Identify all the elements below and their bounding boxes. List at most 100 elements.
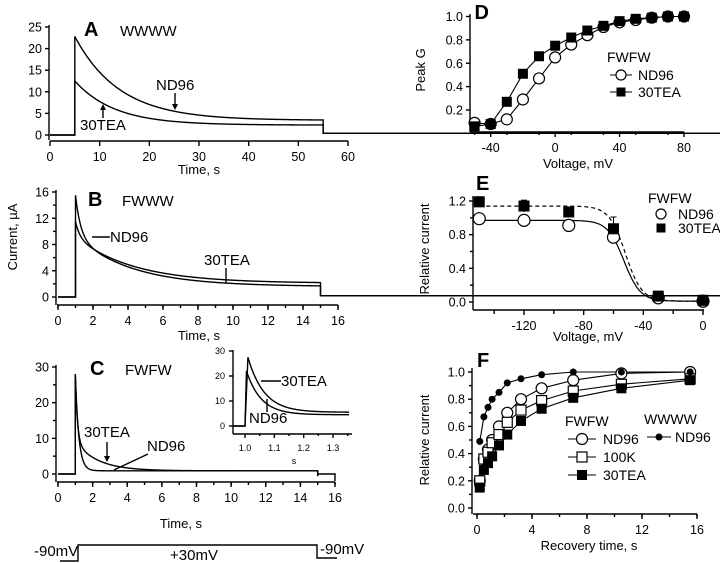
y-tick-label: 25: [28, 21, 42, 35]
marker-filled-circle: [495, 388, 503, 396]
panel-label-f: F: [477, 350, 489, 372]
marker-filled-circle: [476, 437, 484, 445]
x-axis-label-d: Voltage, mV: [543, 156, 613, 171]
x-tick-label: 12: [635, 523, 649, 537]
y-tick-label: 8: [42, 238, 49, 252]
x-tick-label: 2: [89, 491, 96, 505]
x-axis-label-a: Time, s: [178, 162, 221, 177]
x-tick-label: 40: [242, 150, 256, 164]
marker-filled-square: [577, 470, 587, 480]
marker-filled-square: [536, 403, 547, 414]
panel-B: 0 4 8 12 16 0 2 4 6 8 10 12 14 16 B FWWW Time, s Current,…: [5, 186, 720, 343]
y-tick-label: 0.6: [448, 420, 465, 434]
trace-nd96: [58, 195, 720, 298]
marker-filled-square: [662, 11, 673, 22]
inset-y-tick-label: 0: [220, 421, 225, 431]
x-tick-label: 0: [55, 314, 62, 328]
marker-filled-circle: [686, 368, 694, 376]
marker-open-circle: [501, 406, 514, 419]
legend-title-e: FWFW: [648, 190, 692, 206]
marker-filled-circle: [538, 371, 546, 379]
y-tick-label: 10: [28, 85, 42, 99]
y-tick-label: 16: [35, 186, 49, 200]
x-tick-label: 12: [259, 491, 273, 505]
marker-filled-square: [616, 87, 626, 97]
marker-filled-square: [697, 294, 709, 306]
marker-filled-square: [679, 11, 689, 22]
panel-E: 0.0 0.4 0.8 1.2 -120 -80 -40 0 E Voltage, mV Relat…: [417, 173, 720, 344]
inset-annotation-nd96: ND96: [249, 410, 287, 427]
panel-label-c: C: [90, 358, 104, 380]
x-tick-label: 14: [296, 314, 310, 328]
protocol-hold-right-label: -90mV: [320, 541, 364, 558]
marker-filled-square: [563, 206, 575, 218]
x-tick-label: 10: [93, 150, 107, 164]
y-tick-label: 10: [35, 432, 49, 446]
inset-trace-30tea: [233, 357, 350, 427]
marker-filled-square: [614, 16, 625, 27]
marker-open-circle: [500, 113, 513, 126]
y-tick-label: 0.4: [446, 80, 463, 94]
annotation-30tea: 30TEA: [204, 252, 250, 269]
marker-open-square: [576, 451, 588, 463]
x-tick-label: 0: [55, 491, 62, 505]
panel-label-d: D: [475, 2, 489, 24]
marker-filled-square: [518, 200, 530, 212]
protocol-hold-left-label: -90mV: [34, 543, 78, 560]
y-tick-label: 0.2: [446, 104, 463, 118]
annotation-nd96: ND96: [147, 438, 185, 455]
marker-filled-square: [598, 20, 609, 31]
y-tick-label: 4: [42, 264, 49, 278]
legend-label-nd96: ND96: [603, 431, 639, 447]
y-tick-label: 0.6: [446, 57, 463, 71]
legend-label-nd96: ND96: [638, 67, 674, 83]
x-tick-label: 8: [193, 491, 200, 505]
legend-label-30tea: 30TEA: [638, 84, 681, 100]
y-axis-label-e: Relative current: [417, 203, 432, 294]
annotation-nd96: ND96: [110, 229, 148, 246]
fit-curve-nd96: [479, 219, 703, 302]
x-tick-label: 50: [291, 150, 305, 164]
marker-open-circle: [514, 393, 528, 406]
x-tick-label: 40: [613, 141, 627, 155]
arrow-head: [100, 104, 106, 110]
x-tick-label: 2: [90, 314, 97, 328]
y-axis-label-d: Peak G: [413, 48, 428, 91]
y-tick-label: 0.4: [449, 262, 466, 276]
x-tick-label: 0: [474, 523, 481, 537]
marker-filled-square: [534, 51, 545, 62]
x-tick-label: 4: [529, 523, 536, 537]
marker-filled-square: [652, 290, 664, 302]
protocol-trace: [60, 544, 337, 562]
y-tick-label: 0.8: [449, 228, 466, 242]
x-axis-label-b: Time, s: [178, 328, 221, 343]
marker-open-circle: [549, 51, 562, 64]
marker-open-circle: [535, 382, 548, 395]
marker-filled-square: [502, 429, 513, 440]
x-tick-label: 6: [158, 491, 165, 505]
annotation-nd96: ND96: [156, 77, 194, 94]
x-tick-label: 80: [677, 141, 691, 155]
panel-C: 0 10 20 30 0 2 4 6 8 10 12 14 16 C FWFW Time, s 30TEA ND9…: [35, 346, 352, 531]
legend-label-30tea: 30TEA: [678, 220, 720, 236]
inset-y-tick-label: 20: [215, 371, 225, 381]
inset-x-tick-label: 1.3: [327, 443, 340, 453]
marker-open-circle: [472, 212, 486, 226]
marker-filled-circle: [503, 379, 511, 387]
inset-x-tick-label: 1.2: [297, 443, 310, 453]
x-tick-label: 0: [700, 319, 707, 333]
marker-open-circle: [562, 218, 576, 233]
y-axis-label-f: Relative current: [417, 394, 432, 485]
marker-filled-square: [478, 464, 489, 475]
x-tick-label: 60: [341, 150, 355, 164]
x-tick-label: 16: [331, 314, 345, 328]
y-tick-label: 0: [42, 291, 49, 305]
y-tick-label: 15: [28, 64, 42, 78]
y-axis-label: Current, µA: [5, 203, 20, 270]
construct-label-a: WWWW: [120, 23, 177, 40]
x-tick-label: 10: [224, 491, 238, 505]
inset-y-tick-label: 30: [215, 346, 225, 356]
x-tick-label: 8: [584, 523, 591, 537]
y-tick-label: 20: [35, 396, 49, 410]
marker-filled-square: [485, 119, 496, 130]
